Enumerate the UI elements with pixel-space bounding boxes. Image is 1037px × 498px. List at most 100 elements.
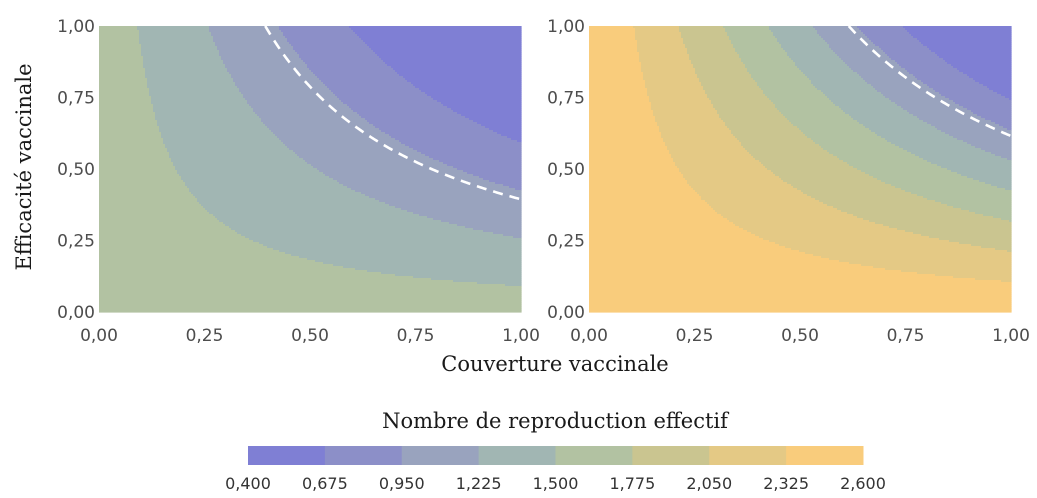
contour-cell	[273, 248, 522, 251]
contour-cell	[901, 270, 1012, 273]
y-tick-label: 0,25	[57, 232, 95, 252]
contour-cell	[207, 210, 408, 213]
contour-cell	[687, 180, 784, 183]
contour-cell	[589, 252, 806, 255]
contour-cell	[589, 260, 840, 263]
contour-cell	[815, 142, 892, 145]
contour-cell	[255, 112, 358, 115]
contour-cell	[707, 96, 768, 99]
contour-cell	[149, 94, 244, 97]
contour-cell	[843, 160, 928, 163]
contour-cell	[229, 72, 314, 75]
legend-swatch	[401, 446, 480, 465]
contour-cell	[589, 50, 638, 53]
contour-cell	[99, 184, 186, 187]
contour-cell	[961, 208, 1012, 211]
contour-cell	[99, 290, 522, 293]
contour-cell	[191, 192, 362, 195]
contour-cell	[99, 226, 230, 229]
contour-cell	[1007, 250, 1012, 253]
contour-cell	[919, 40, 1012, 43]
contour-cell	[877, 90, 936, 93]
contour-cell	[589, 54, 640, 57]
contour-cell	[633, 26, 680, 29]
contour-cell	[801, 70, 854, 73]
contour-cell	[731, 40, 778, 43]
contour-cell	[283, 34, 358, 37]
contour-cell	[849, 66, 902, 69]
contour-cell	[845, 62, 898, 65]
contour-cell	[401, 142, 522, 145]
contour-cell	[401, 208, 522, 211]
contour-cell	[99, 152, 170, 155]
contour-cell	[899, 146, 976, 149]
contour-cell	[879, 46, 928, 49]
contour-cell	[883, 50, 932, 53]
contour-cell	[821, 146, 900, 149]
contour-cell	[249, 238, 522, 241]
contour-cell	[99, 300, 522, 303]
contour-cell	[787, 182, 886, 185]
contour-cell	[761, 88, 818, 91]
contour-cell	[99, 310, 522, 313]
contour-cell	[589, 176, 684, 179]
contour-cell	[589, 276, 954, 279]
contour-cell	[389, 204, 522, 207]
contour-cell	[183, 180, 338, 183]
contour-cell	[737, 52, 788, 55]
contour-cell	[589, 204, 710, 207]
contour-cell	[813, 254, 1012, 257]
contour-cell	[375, 52, 522, 55]
contour-cell	[205, 208, 402, 211]
contour-cell	[145, 68, 228, 71]
contour-cell	[875, 222, 1012, 225]
contour-cell	[865, 80, 922, 83]
contour-cell	[237, 232, 494, 235]
contour-cell	[905, 68, 958, 71]
y-axis-title: Efficacité vaccinale	[12, 63, 36, 270]
contour-cell	[807, 194, 918, 197]
contour-cell	[921, 234, 1012, 237]
contour-cell	[395, 206, 522, 209]
contour-cell	[877, 178, 974, 181]
contour-cell	[99, 244, 264, 247]
contour-cell	[589, 72, 644, 75]
contour-cell	[99, 26, 138, 29]
contour-cell	[891, 142, 968, 145]
contour-cell	[99, 176, 182, 179]
contour-cell	[749, 72, 804, 75]
contour-cell	[395, 70, 522, 73]
contour-cell	[955, 102, 1012, 105]
contour-cell	[793, 60, 844, 63]
contour-cell	[427, 216, 522, 219]
contour-cell	[923, 158, 1008, 161]
contour-cell	[263, 122, 370, 125]
contour-cell	[589, 160, 674, 163]
contour-cell	[335, 94, 428, 97]
contour-cell	[589, 110, 654, 113]
contour-cell	[853, 118, 920, 121]
contour-cell	[993, 216, 1012, 219]
contour-cell	[357, 34, 522, 37]
contour-cell	[913, 74, 968, 77]
contour-cell	[589, 174, 684, 177]
contour-cell	[99, 122, 158, 125]
contour-cell	[369, 196, 522, 199]
contour-cell	[589, 48, 638, 51]
contour-cell	[213, 40, 288, 43]
contour-cell	[743, 62, 796, 65]
contour-cell	[913, 232, 1012, 235]
contour-cell	[685, 44, 734, 47]
contour-cell	[939, 56, 1012, 59]
contour-cell	[589, 214, 722, 217]
contour-cell	[409, 146, 522, 149]
contour-cell	[859, 122, 928, 125]
contour-cell	[411, 82, 522, 85]
contour-cell	[99, 28, 138, 31]
contour-cell	[99, 72, 146, 75]
contour-cell	[301, 58, 382, 61]
contour-cell	[741, 144, 820, 147]
contour-cell	[637, 44, 686, 47]
contour-cell	[907, 70, 960, 73]
